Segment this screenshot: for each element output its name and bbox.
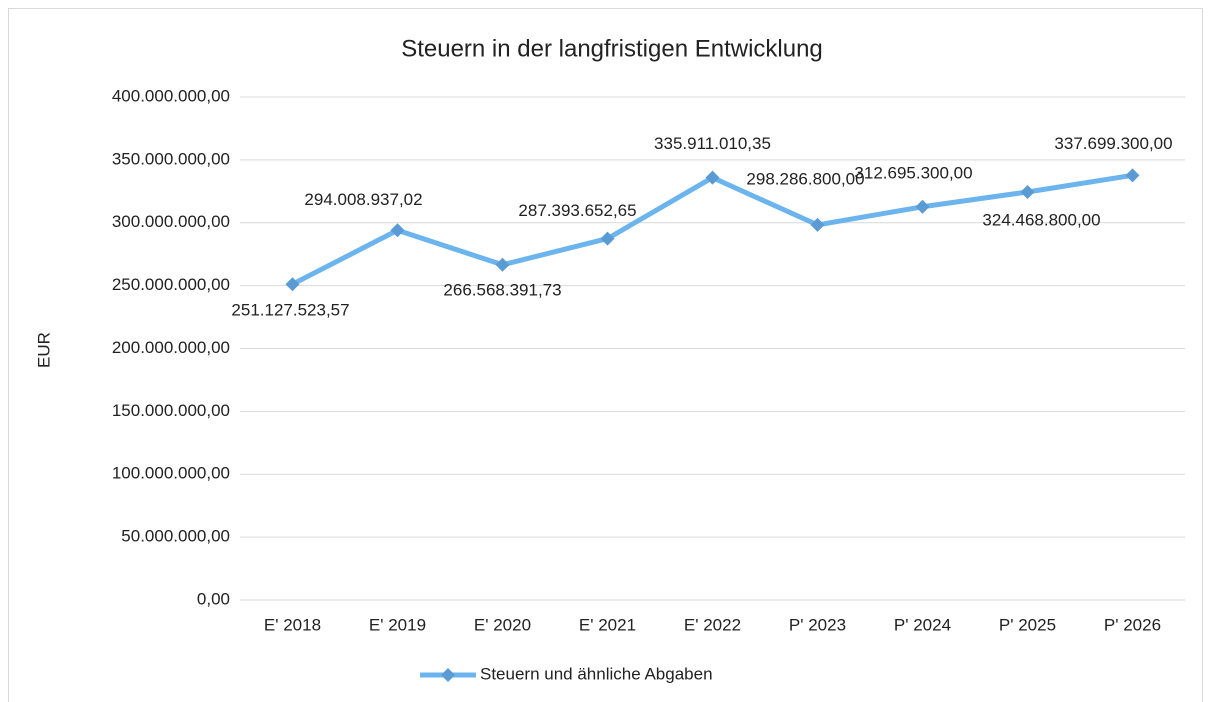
y-tick-label: 300.000.000,00 xyxy=(112,212,230,231)
point-marker xyxy=(285,277,300,292)
point-marker xyxy=(390,223,405,238)
x-tick-label: E' 2019 xyxy=(369,615,426,634)
chart-title: Steuern in der langfristigen Entwicklung xyxy=(401,35,823,62)
data-label: 335.911.010,35 xyxy=(654,134,771,153)
data-label: 251.127.523,57 xyxy=(231,301,349,320)
y-axis-label: EUR xyxy=(34,332,53,368)
x-tick-label: E' 2020 xyxy=(474,615,531,634)
chart-frame xyxy=(8,8,1203,702)
x-tick-label: P' 2024 xyxy=(894,615,951,634)
legend-label: Steuern und ähnliche Abgaben xyxy=(480,664,713,683)
point-marker xyxy=(705,170,720,185)
x-tick-label: P' 2026 xyxy=(1104,615,1161,634)
point-marker xyxy=(495,257,510,272)
y-tick-label: 100.000.000,00 xyxy=(112,464,230,483)
point-marker xyxy=(1020,184,1035,199)
data-label: 287.393.652,65 xyxy=(518,201,636,220)
point-marker xyxy=(915,199,930,214)
data-label: 298.286.800,00 xyxy=(746,169,864,188)
data-label: 337.699.300,00 xyxy=(1054,134,1172,153)
point-marker xyxy=(810,217,825,232)
x-tick-label: P' 2023 xyxy=(789,615,846,634)
y-tick-label: 150.000.000,00 xyxy=(112,401,230,420)
x-tick-label: E' 2018 xyxy=(264,615,321,634)
x-tick-label: E' 2022 xyxy=(684,615,741,634)
y-tick-label: 50.000.000,00 xyxy=(121,527,230,546)
y-tick-label: 350.000.000,00 xyxy=(112,149,230,168)
x-tick-label: E' 2021 xyxy=(579,615,636,634)
y-tick-label: 200.000.000,00 xyxy=(112,338,230,357)
legend-marker xyxy=(441,668,455,682)
y-tick-label: 0,00 xyxy=(197,589,230,608)
data-label: 294.008.937,02 xyxy=(304,190,422,209)
point-marker xyxy=(1125,168,1140,183)
point-marker xyxy=(600,231,615,246)
data-label: 312.695.300,00 xyxy=(854,163,972,182)
data-label: 266.568.391,73 xyxy=(443,280,561,299)
y-tick-label: 400.000.000,00 xyxy=(112,86,230,105)
data-label: 324.468.800,00 xyxy=(982,210,1100,229)
x-tick-label: P' 2025 xyxy=(999,615,1056,634)
y-tick-label: 250.000.000,00 xyxy=(112,275,230,294)
